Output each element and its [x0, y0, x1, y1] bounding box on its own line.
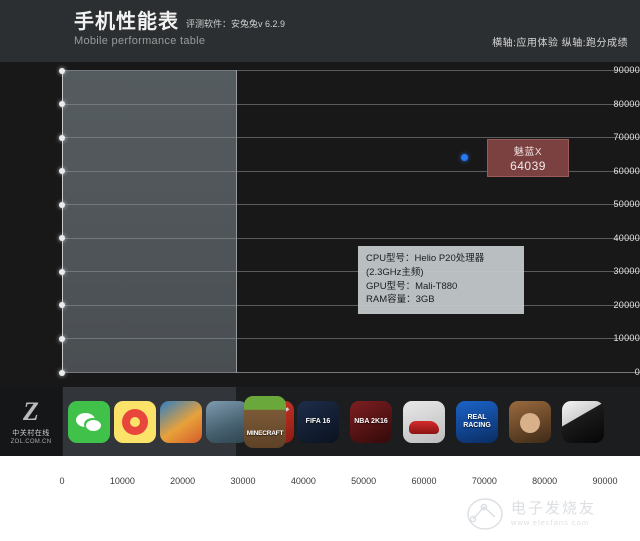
tooltip-cpu-line1: CPU型号：Helio P20处理器: [366, 253, 485, 264]
gridline: [62, 237, 640, 239]
gridline: [62, 271, 640, 273]
y-axis-line: [62, 70, 63, 373]
fifa16-icon[interactable]: FIFA 16: [297, 400, 339, 443]
app-icon-label: REAL RACING: [463, 414, 491, 429]
experience-divider-line: [236, 70, 237, 373]
y-axis-tick-dot: [59, 369, 65, 376]
game-strategy-icon[interactable]: [206, 400, 248, 443]
x-axis-tick-label: 70000: [471, 476, 497, 486]
y-axis-tick-dot: [59, 134, 65, 141]
chart-panel: 手机性能表 评测软件：安兔兔v 6.2.9 Mobile performance…: [0, 0, 640, 456]
y-axis-tick-label: 50000: [613, 199, 640, 210]
score-badge: 魅蓝X 64039: [487, 139, 569, 178]
game-temple-run-icon[interactable]: [160, 400, 202, 443]
watermark-logo-icon: [467, 498, 503, 530]
site-watermark: 电子发烧友 www.elecfans.com: [464, 493, 632, 535]
tooltip-ram: RAM容量：3GB: [366, 294, 435, 306]
x-axis-tick-label: 80000: [532, 476, 558, 486]
y-axis-tick-label: 10000: [613, 333, 640, 344]
app-icon-strip: Z 中关村在线 ZOL.COM.CN MINECRAFT FIFA 16 NBA 2…: [0, 387, 640, 456]
x-axis-area: 0 10000 20000 30000 40000 50000 60000 70000 8000…: [0, 456, 640, 541]
gridline: [62, 170, 640, 172]
y-axis-tick-label: 30000: [613, 266, 640, 277]
zol-logo-name-en: ZOL.COM.CN: [10, 438, 52, 445]
x-axis-tick-label: 60000: [411, 476, 437, 486]
y-axis-tick-label: 70000: [613, 132, 640, 143]
benchmark-software-note: 评测软件：安兔兔v 6.2.9: [186, 19, 286, 29]
y-axis-tick-label: 80000: [613, 98, 640, 109]
gridline: [62, 137, 640, 139]
y-axis-tick-dot: [59, 235, 65, 242]
x-axis-tick-label: 40000: [290, 476, 316, 486]
x-axis-tick-label: 90000: [592, 476, 618, 486]
plot-area: 90000 80000 70000 60000 50000 40000 30000 20000…: [0, 62, 640, 387]
tooltip-cpu-line2: (2.3GHz主频): [366, 266, 424, 278]
experience-band: [62, 70, 236, 372]
tooltip-gpu: GPU型号：Mali-T880: [366, 280, 458, 292]
score-badge-device: 魅蓝X: [513, 147, 543, 159]
header-title-block: 手机性能表 评测软件：安兔兔v 6.2.9 Mobile performance…: [74, 12, 285, 47]
app-icon-label: NBA 2K16: [354, 417, 388, 425]
y-axis-tick-label: 20000: [613, 299, 640, 310]
page-title: 手机性能表: [74, 11, 179, 33]
implosion-icon[interactable]: [562, 400, 604, 443]
x-axis-tick-label: 20000: [170, 476, 196, 486]
watermark-text-en: www.elecfans.com: [511, 517, 590, 527]
x-axis-tick-label: 50000: [351, 476, 377, 486]
y-axis-tick-label: 40000: [613, 232, 640, 243]
gridline: [62, 338, 640, 340]
y-axis-tick-dot: [59, 101, 65, 108]
nba2k16-icon[interactable]: NBA 2K16: [350, 400, 392, 443]
experience-app-icons: [63, 387, 294, 456]
zol-logo-name-cn: 中关村在线: [12, 429, 50, 437]
y-axis-tick-dot: [59, 201, 65, 208]
gridline: [62, 304, 640, 306]
minecraft-icon[interactable]: MINECRAFT: [244, 395, 286, 448]
wechat-icon[interactable]: [68, 400, 110, 443]
y-axis-tick-dot: [59, 67, 65, 74]
asphalt8-icon[interactable]: [403, 400, 445, 443]
gridline: [62, 103, 640, 105]
y-axis-tick-label: 90000: [613, 65, 640, 75]
spec-tooltip: CPU型号：Helio P20处理器 (2.3GHz主频) GPU型号：Mali…: [358, 246, 524, 315]
x-axis-tick-label: 10000: [109, 476, 135, 486]
gridline: [62, 372, 640, 373]
gridline: [62, 204, 640, 206]
gridline: [62, 70, 640, 71]
x-axis-tick-label: 0: [59, 476, 65, 486]
watermark-text-cn: 电子发烧友: [511, 500, 597, 518]
axis-legend-note: 横轴:应用体验 纵轴:跑分成绩: [492, 38, 628, 49]
y-axis-tick-dot: [59, 335, 65, 342]
y-axis-tick-dot: [59, 168, 65, 175]
modern-combat-icon[interactable]: [509, 400, 551, 443]
benchmark-game-icons: MINECRAFT FIFA 16 NBA 2K16 REAL RACING: [237, 387, 640, 456]
chart-header: 手机性能表 评测软件：安兔兔v 6.2.9 Mobile performance…: [0, 0, 640, 62]
real-racing-icon[interactable]: REAL RACING: [456, 400, 498, 443]
zol-logo-mark: Z: [23, 396, 39, 426]
x-axis-tick-label: 30000: [230, 476, 256, 486]
app-icon-label: MINECRAFT: [246, 429, 284, 437]
y-axis-tick-label: 0: [634, 367, 640, 377]
app-icon-label: FIFA 16: [305, 417, 331, 425]
weibo-icon[interactable]: [114, 400, 156, 443]
page-subtitle: Mobile performance table: [74, 35, 206, 47]
y-axis-tick-dot: [59, 268, 65, 275]
data-point-meilan-x[interactable]: [461, 153, 468, 161]
zol-logo: Z 中关村在线 ZOL.COM.CN: [0, 387, 62, 456]
score-badge-value: 64039: [510, 159, 546, 174]
y-axis-tick-dot: [59, 302, 65, 309]
y-axis-tick-label: 60000: [613, 165, 640, 176]
